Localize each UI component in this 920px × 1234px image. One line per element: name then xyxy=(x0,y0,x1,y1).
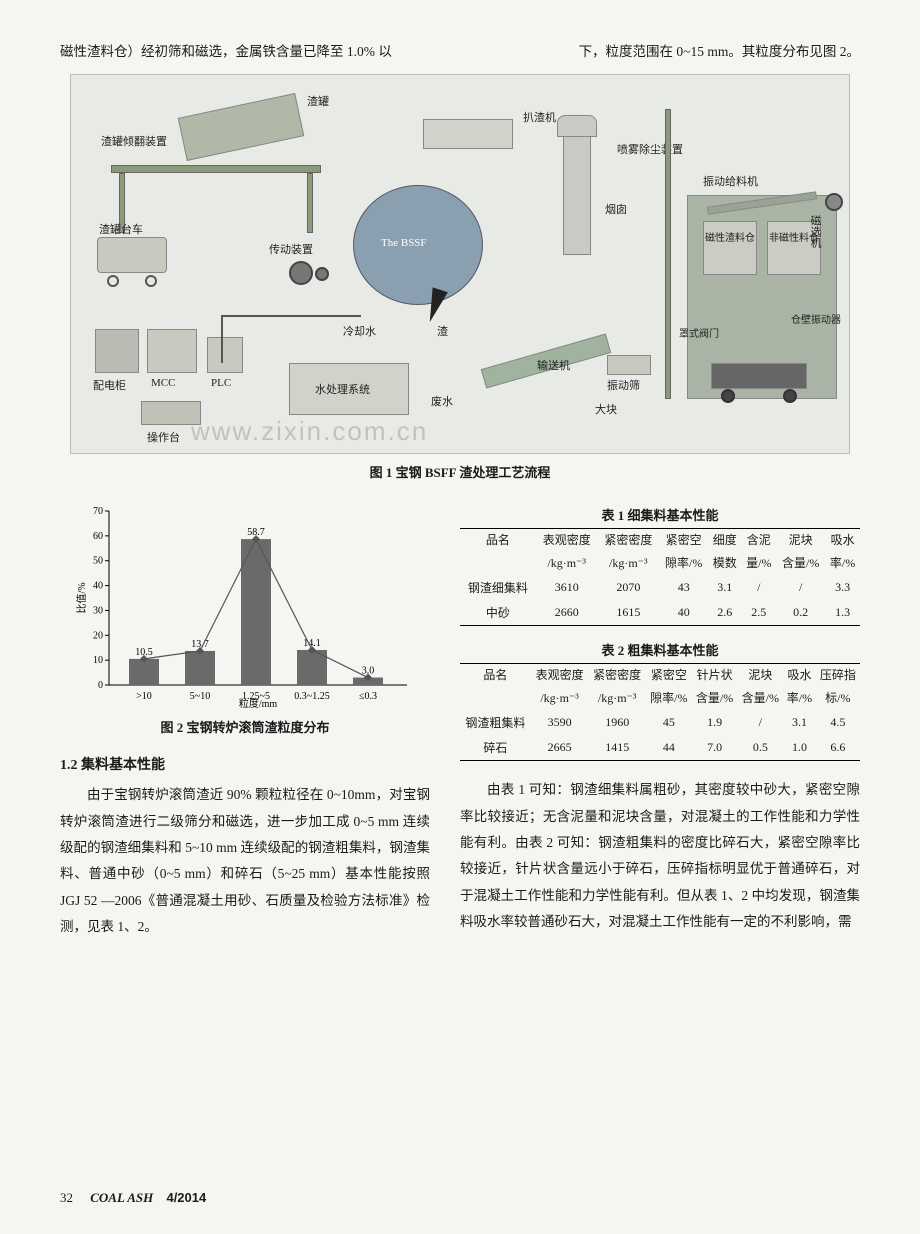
label-magbin: 磁性渣料仓 xyxy=(705,233,755,244)
label-console: 操作台 xyxy=(147,429,180,445)
svg-text:0.3~1.25: 0.3~1.25 xyxy=(294,691,329,702)
svg-text:比值/%: 比值/% xyxy=(75,583,88,614)
label-wastewater: 废水 xyxy=(431,393,453,409)
top-right-text: 下，粒度范围在 0~15 mm。其粒度分布见图 2。 xyxy=(579,40,860,64)
label-watersys: 水处理系统 xyxy=(315,381,370,397)
page-number: 32 xyxy=(60,1190,73,1205)
svg-text:70: 70 xyxy=(93,506,103,517)
label-conveyor: 输送机 xyxy=(537,357,570,373)
label-mcc: MCC xyxy=(151,377,175,389)
label-lump: 大块 xyxy=(595,401,617,417)
para-right-text: 由表 1 可知：钢渣细集料属粗砂，其密度较中砂大，紧密空隙率比较接近；无含泥量和… xyxy=(460,777,860,935)
svg-text:60: 60 xyxy=(93,531,103,542)
label-nonmagbin: 非磁性料仓 xyxy=(769,233,819,244)
svg-text:>10: >10 xyxy=(136,691,152,702)
svg-text:10: 10 xyxy=(93,655,103,666)
figure-2-chart: 010203040506070比值/%10.5>1013.75~1058.71.… xyxy=(75,499,415,709)
page-footer: 32 COAL ASH 4/2014 xyxy=(60,1190,206,1206)
table-1-caption: 表 1 细集料基本性能 xyxy=(460,505,860,524)
watermark: www.zixin.com.cn xyxy=(191,416,428,447)
label-bssf: The BSSF xyxy=(381,237,427,249)
svg-text:40: 40 xyxy=(93,581,103,592)
label-chimney: 烟囱 xyxy=(605,201,627,217)
label-slag: 渣 xyxy=(437,323,448,339)
table-2: 品名表观密度紧密密度紧密空针片状泥块吸水压碎指/kg·m⁻³/kg·m⁻³隙率/… xyxy=(460,663,860,761)
label-wallvib: 仓壁振动器 xyxy=(791,311,841,326)
label-slag-tank: 渣罐 xyxy=(307,93,329,109)
label-spray: 喷雾除尘装置 xyxy=(617,141,683,157)
svg-text:0: 0 xyxy=(98,680,103,691)
figure-1-caption: 图 1 宝钢 BSFF 渣处理工艺流程 xyxy=(60,462,860,481)
journal-name: COAL ASH xyxy=(90,1190,153,1205)
label-distbox: 配电柜 xyxy=(93,377,126,393)
svg-text:20: 20 xyxy=(93,631,103,642)
table-2-caption: 表 2 粗集料基本性能 xyxy=(460,640,860,659)
label-trolley: 渣罐台车 xyxy=(99,221,143,237)
label-scraper: 扒渣机 xyxy=(523,109,556,125)
svg-text:粒度/mm: 粒度/mm xyxy=(239,697,278,709)
issue-number: 4/2014 xyxy=(166,1190,206,1205)
label-tilting: 渣罐倾翻装置 xyxy=(101,133,167,149)
figure-2-caption: 图 2 宝钢转炉滚筒渣粒度分布 xyxy=(60,717,430,736)
table-1: 品名表观密度紧密密度紧密空细度含泥泥块吸水/kg·m⁻³/kg·m⁻³隙率/%模… xyxy=(460,528,860,626)
label-vibscreen: 振动筛 xyxy=(607,377,640,393)
svg-text:30: 30 xyxy=(93,606,103,617)
svg-text:≤0.3: ≤0.3 xyxy=(359,691,377,702)
para-left-text: 由于宝钢转炉滚筒渣近 90% 颗粒粒径在 0~10mm，对宝钢转炉滚筒渣进行二级… xyxy=(60,782,430,940)
label-coolwater: 冷却水 xyxy=(343,323,376,339)
svg-text:50: 50 xyxy=(93,556,103,567)
left-paragraph: 由于宝钢转炉滚筒渣近 90% 颗粒粒径在 0~10mm，对宝钢转炉滚筒渣进行二级… xyxy=(60,782,430,940)
right-paragraph: 由表 1 可知：钢渣细集料属粗砂，其密度较中砂大，紧密空隙率比较接近；无含泥量和… xyxy=(460,777,860,935)
svg-text:5~10: 5~10 xyxy=(190,691,210,702)
label-plc: PLC xyxy=(211,377,231,389)
top-left-text: 磁性渣料仓）经初筛和磁选，金属铁含量已降至 1.0% 以 xyxy=(60,40,392,64)
top-continuation-line: 磁性渣料仓）经初筛和磁选，金属铁含量已降至 1.0% 以 下，粒度范围在 0~1… xyxy=(60,40,860,64)
label-valve: 罩式阀门 xyxy=(679,325,719,340)
label-drive: 传动装置 xyxy=(269,241,313,257)
section-heading-1-2: 1.2 集料基本性能 xyxy=(60,754,430,774)
figure-1-diagram: 渣罐 渣罐倾翻装置 渣罐台车 传动装置 The BSSF 扒渣机 烟囱 喷雾除尘… xyxy=(70,74,850,454)
label-feeder: 振动给料机 xyxy=(703,173,758,189)
